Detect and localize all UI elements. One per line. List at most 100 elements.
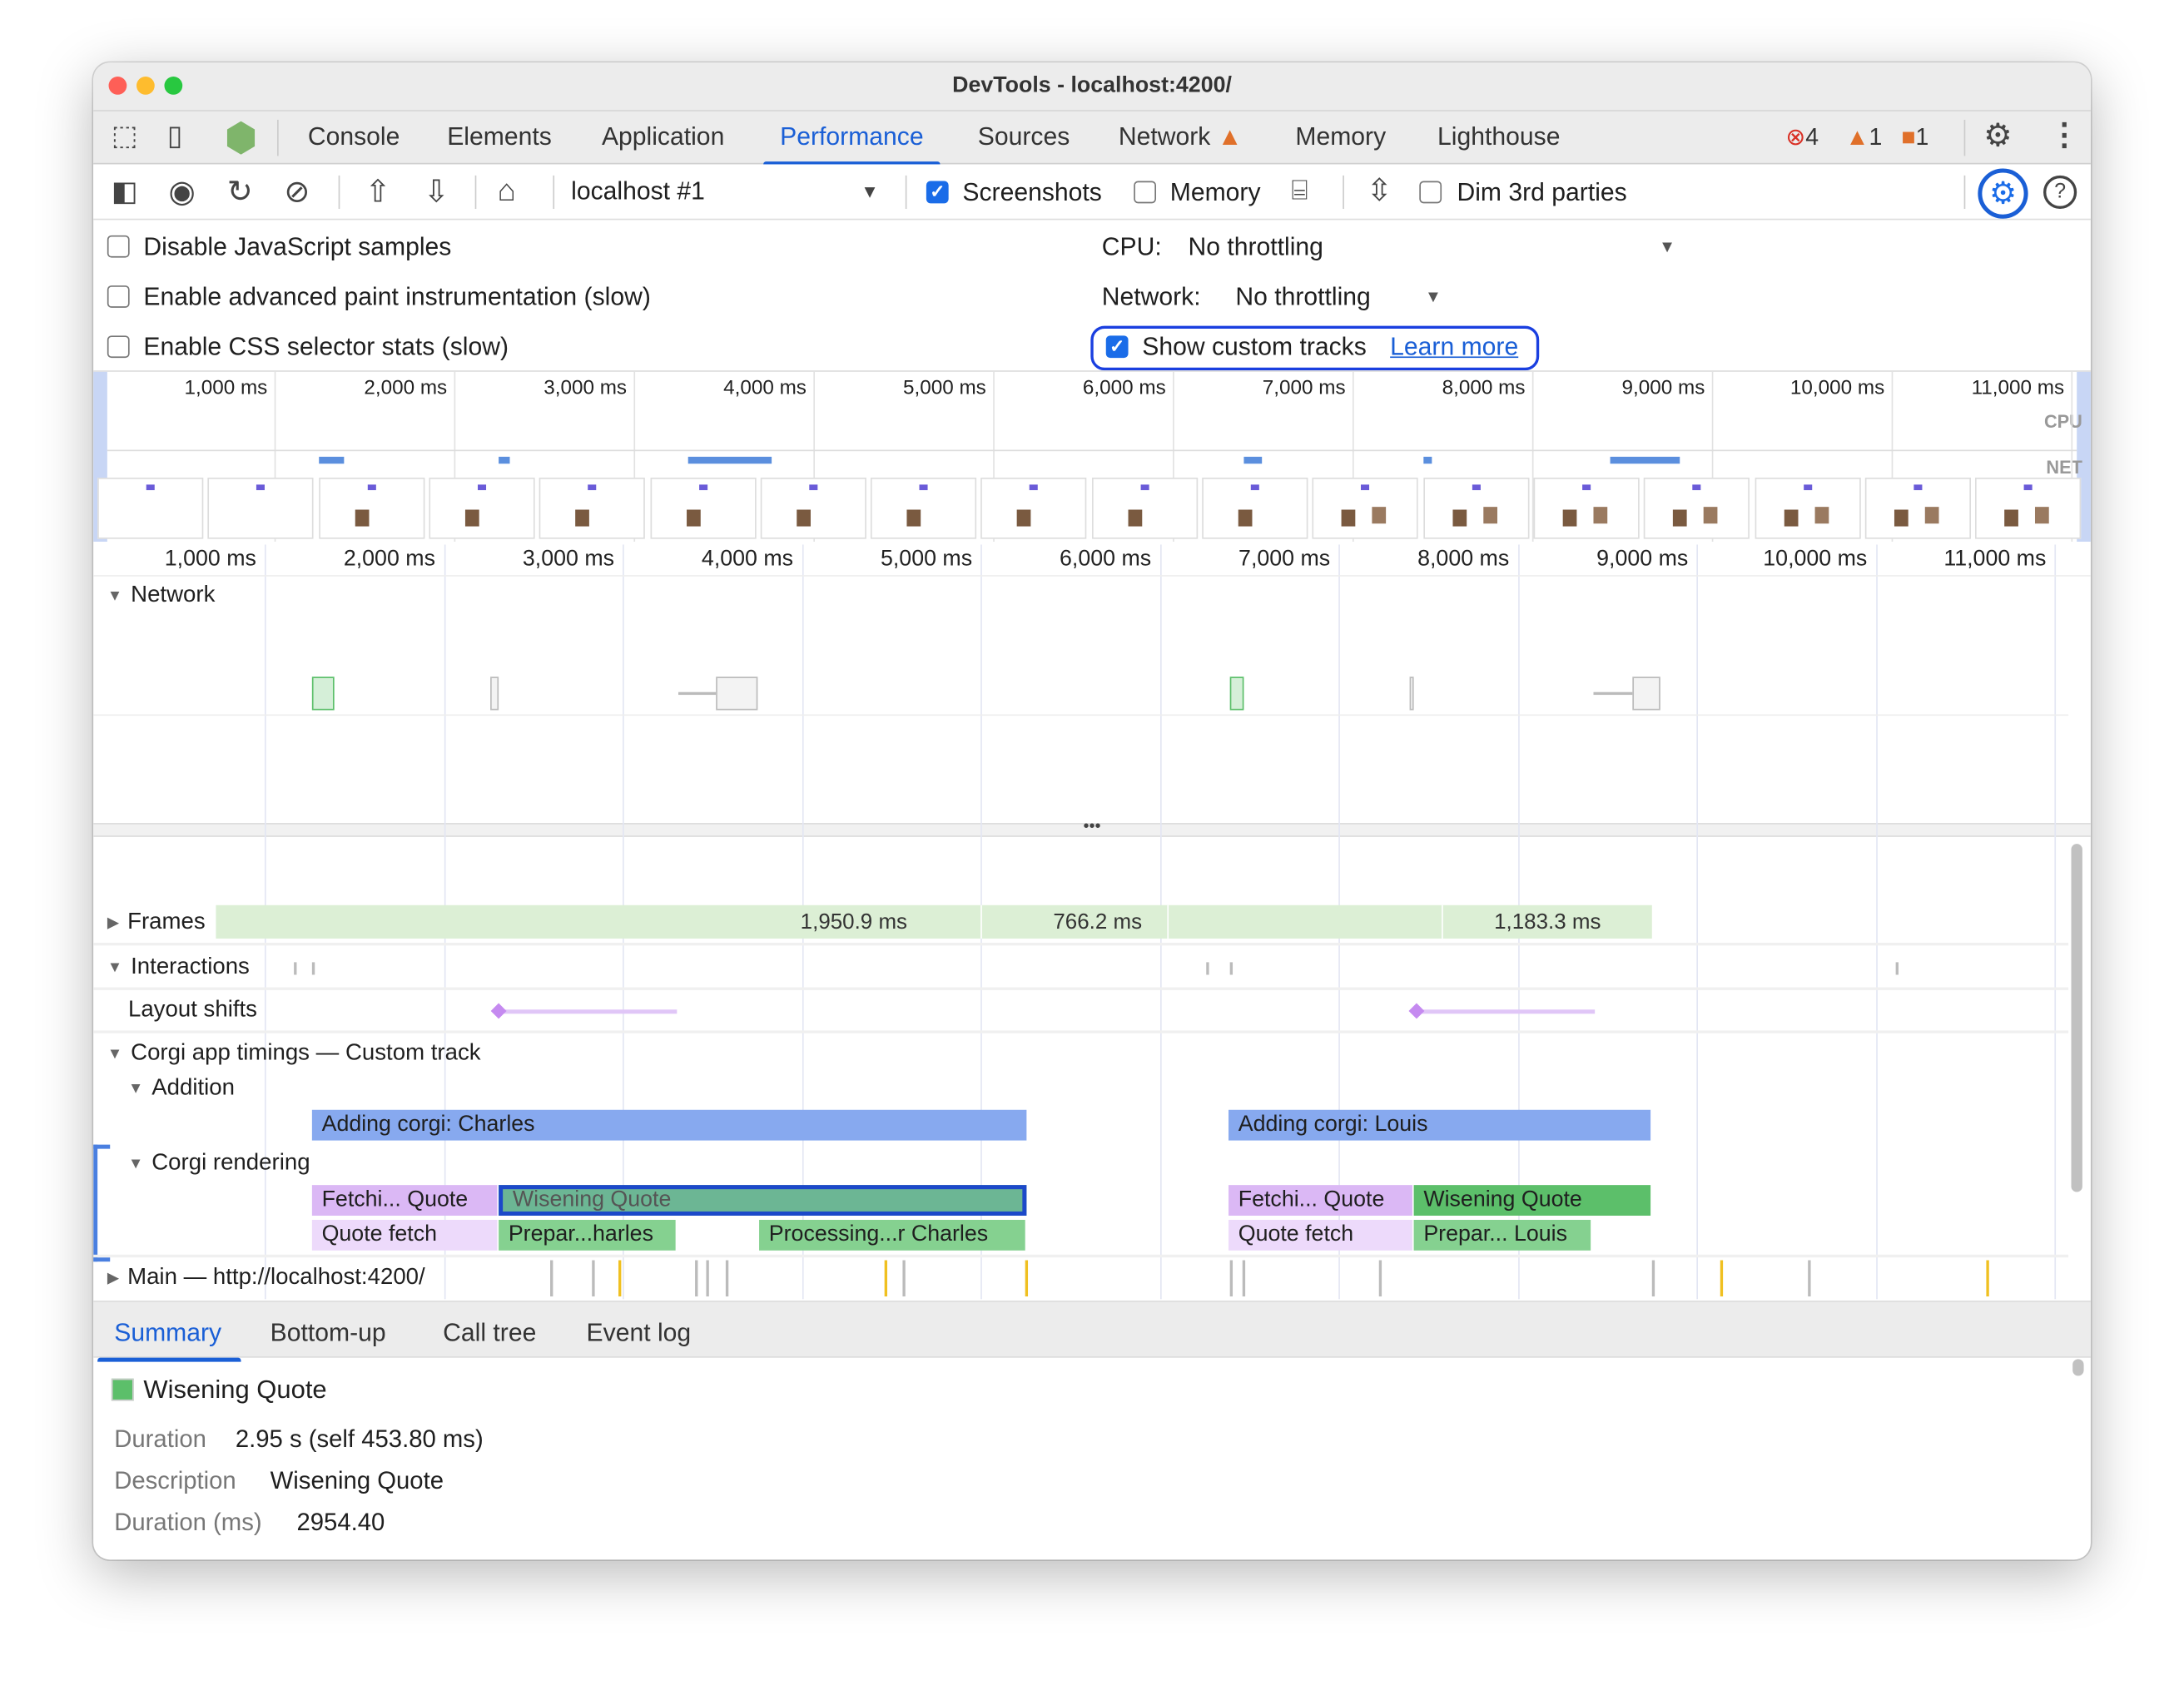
screenshot-thumbnail[interactable] <box>1091 478 1198 539</box>
network-request-bar[interactable] <box>1229 676 1244 711</box>
track-main[interactable]: ▶ Main — http://localhost:4200/ <box>107 1265 425 1291</box>
settings-gear-icon[interactable]: ⚙ <box>1983 116 2013 154</box>
interaction-marker[interactable] <box>311 962 315 975</box>
warning-counter[interactable]: ▲1 <box>1845 124 1882 151</box>
cpu-throttling-select[interactable]: No throttling ▼ <box>1188 232 1675 265</box>
track-interactions[interactable]: ▼ Interactions <box>107 954 250 980</box>
garbage-collect-icon[interactable]: ⌸ <box>1291 175 1308 206</box>
screenshot-thumbnail[interactable] <box>1644 478 1750 539</box>
tab-elements[interactable]: Elements <box>447 122 552 151</box>
screenshot-thumbnail[interactable] <box>318 478 424 539</box>
tab-network[interactable]: Network ▲ <box>1119 122 1243 151</box>
layout-shift-cluster[interactable] <box>499 1009 678 1014</box>
screenshots-checkbox[interactable]: ✓ <box>926 181 949 204</box>
download-icon[interactable]: ⇩ <box>423 174 449 210</box>
advanced-paint-checkbox[interactable] <box>107 285 130 308</box>
screenshot-thumbnail[interactable] <box>429 478 535 539</box>
event-wisen[interactable]: Wisening Quote <box>499 1185 1027 1216</box>
event-proc[interactable]: Processing...r Charles <box>759 1219 1025 1251</box>
tab-sources[interactable]: Sources <box>977 122 1070 151</box>
device-toolbar-icon[interactable]: ▯ <box>166 121 183 152</box>
tab-memory[interactable]: Memory <box>1295 122 1387 151</box>
main-thread-task[interactable] <box>706 1260 708 1297</box>
screenshot-thumbnail[interactable] <box>1754 478 1860 539</box>
screenshot-thumbnail[interactable] <box>649 478 756 539</box>
record-icon[interactable]: ◉ <box>168 174 196 210</box>
screenshot-thumbnail[interactable] <box>1533 478 1640 539</box>
tab-console[interactable]: Console <box>307 122 400 151</box>
main-thread-task[interactable] <box>1378 1260 1382 1297</box>
toggle-sidebar-icon[interactable]: ◧ <box>111 176 138 208</box>
screenshot-thumbnail[interactable] <box>871 478 977 539</box>
screenshot-thumbnail[interactable] <box>760 478 866 539</box>
vertical-scrollbar[interactable] <box>2071 844 2082 1192</box>
issues-counter[interactable]: ■1 <box>1901 124 1928 151</box>
event-wisen[interactable]: Wisening Quote <box>1413 1185 1651 1216</box>
track-network[interactable]: ▼ Network <box>107 582 216 609</box>
track-addition[interactable]: ▼ Addition <box>128 1075 235 1102</box>
main-thread-task[interactable] <box>1720 1260 1723 1297</box>
layout-shift-cluster[interactable] <box>1416 1009 1596 1014</box>
main-thread-task[interactable] <box>1651 1260 1655 1297</box>
tab-bottom-up[interactable]: Bottom-up <box>270 1318 386 1347</box>
network-request-bar[interactable] <box>1632 676 1660 711</box>
error-counter[interactable]: ⊗4 <box>1785 124 1819 151</box>
capture-settings-gear-icon[interactable]: ⚙ <box>1978 168 2028 219</box>
resize-handle[interactable]: ••• <box>93 817 2091 837</box>
memory-checkbox[interactable] <box>1134 181 1157 204</box>
main-thread-task[interactable] <box>902 1260 905 1297</box>
track-corgi-rendering[interactable]: ▼ Corgi rendering <box>128 1150 310 1177</box>
close-button[interactable] <box>108 77 127 95</box>
screenshot-thumbnail[interactable] <box>1422 478 1529 539</box>
timeline-flamechart[interactable]: ▼ Network ••• 1,000 ms 2,000 ms 3,000 ms 4,0… <box>93 544 2091 1300</box>
tab-event-log[interactable]: Event log <box>586 1318 692 1347</box>
network-request-bar[interactable] <box>716 676 758 711</box>
screenshot-thumbnail[interactable] <box>97 478 204 539</box>
dim-3rd-parties-checkbox[interactable] <box>1419 181 1442 204</box>
interaction-marker[interactable] <box>1229 962 1233 975</box>
main-thread-task[interactable] <box>1808 1260 1810 1297</box>
screenshot-thumbnail[interactable] <box>980 478 1087 539</box>
network-request-bar[interactable] <box>311 676 335 711</box>
reload-record-icon[interactable]: ↻ <box>226 174 253 210</box>
event-fetch[interactable]: Fetchi... Quote <box>311 1185 498 1216</box>
disable-js-samples-checkbox[interactable] <box>107 235 130 258</box>
network-throttling-select[interactable]: No throttling ▼ <box>1235 283 1444 316</box>
main-thread-task[interactable] <box>1025 1260 1028 1297</box>
main-thread-task[interactable] <box>1986 1260 1988 1297</box>
learn-more-link[interactable]: Learn more <box>1390 332 1519 361</box>
show-custom-tracks-checkbox[interactable]: ✓ <box>1105 335 1129 359</box>
event-fetch[interactable]: Fetchi... Quote <box>1228 1185 1412 1216</box>
network-request-bar[interactable] <box>1409 676 1414 711</box>
event-qfetch[interactable]: Quote fetch <box>1228 1219 1412 1251</box>
track-frames[interactable]: ▶ Frames <box>107 909 206 936</box>
timeline-overview[interactable]: CPU NET 1,000 ms 2,000 ms 3,000 ms 4,000 ms… <box>93 371 2091 545</box>
layout-shift-marker[interactable] <box>1408 1003 1425 1019</box>
network-request-bar[interactable] <box>490 676 499 711</box>
event-add_charles[interactable]: Adding corgi: Charles <box>311 1109 1027 1141</box>
minimize-button[interactable] <box>136 77 155 95</box>
track-custom-corgi[interactable]: ▼ Corgi app timings — Custom track <box>107 1040 481 1067</box>
node-icon[interactable] <box>226 121 256 155</box>
clear-icon[interactable]: ⊘ <box>284 174 310 210</box>
main-thread-task[interactable] <box>618 1260 621 1297</box>
screenshot-thumbnail[interactable] <box>1202 478 1308 539</box>
main-thread-task[interactable] <box>592 1260 594 1297</box>
main-thread-task[interactable] <box>884 1260 887 1297</box>
frames-bar[interactable] <box>216 904 1652 939</box>
css-selector-stats-checkbox[interactable] <box>107 335 130 359</box>
track-layout-shifts[interactable]: Layout shifts <box>128 997 257 1023</box>
summary-scrollbar[interactable] <box>2072 1359 2084 1376</box>
event-prep[interactable]: Prepar... Louis <box>1413 1219 1591 1251</box>
main-thread-task[interactable] <box>550 1260 553 1297</box>
target-select[interactable]: localhost #1 ▼ <box>571 177 885 211</box>
collapse-tracks-icon[interactable]: ⇳ <box>1366 172 1392 208</box>
home-icon[interactable]: ⌂ <box>497 172 516 208</box>
help-icon[interactable]: ? <box>2043 175 2077 210</box>
screenshot-thumbnail[interactable] <box>539 478 646 539</box>
interaction-marker[interactable] <box>1895 962 1899 975</box>
tab-application[interactable]: Application <box>601 122 725 151</box>
event-qfetch[interactable]: Quote fetch <box>311 1219 498 1251</box>
main-thread-task[interactable] <box>1229 1260 1233 1297</box>
event-add_louis[interactable]: Adding corgi: Louis <box>1228 1109 1651 1141</box>
